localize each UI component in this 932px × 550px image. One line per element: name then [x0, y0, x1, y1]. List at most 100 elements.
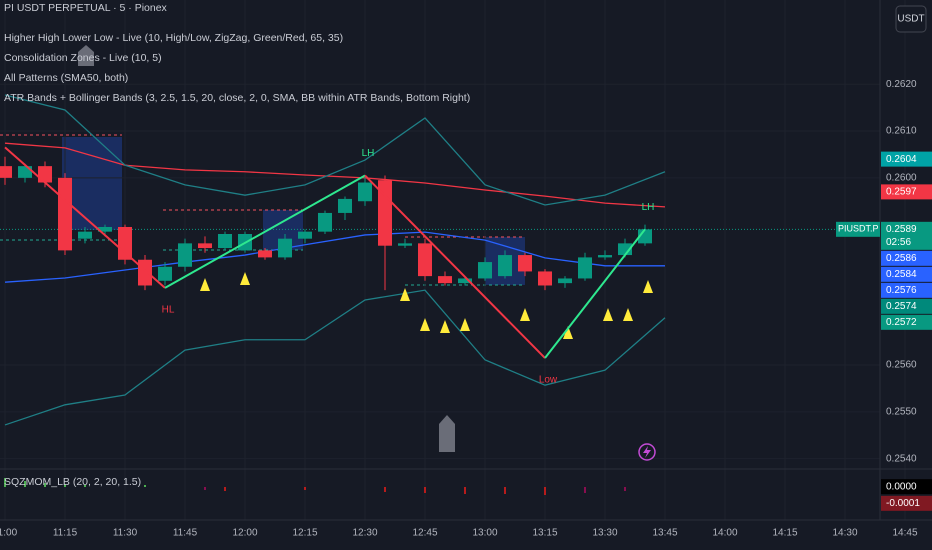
price-label-box [881, 298, 932, 314]
candle-body [38, 166, 52, 183]
pattern-marker [603, 308, 613, 321]
osc-tick-label: 0.0000 [886, 481, 917, 492]
x-tick-label: 12:30 [352, 528, 377, 539]
symbol-title: PI USDT PERPETUAL · 5 · Pionex [4, 2, 168, 14]
pattern-markers [200, 272, 653, 339]
price-label: 0.2576 [886, 285, 917, 296]
x-tick-label: 11:00 [0, 528, 18, 539]
oscillator-title: SQZMOM_LB (20, 2, 20, 1.5) [4, 476, 141, 488]
y-tick-label: 0.2550 [886, 406, 917, 417]
candle-body [158, 266, 172, 281]
alert-icon-bolt [643, 446, 651, 458]
candle-body [58, 177, 72, 251]
price-label: 0.2597 [886, 187, 917, 198]
zigzag-segment [364, 174, 546, 359]
candle-body [78, 231, 92, 239]
marker-d [439, 415, 455, 452]
pattern-marker [420, 318, 430, 331]
x-tick-label: 11:30 [113, 528, 138, 539]
overlay: HL LH Low LH [4, 45, 656, 461]
indicator-line [4, 142, 666, 208]
price-label-box [881, 221, 932, 250]
candle-body [578, 257, 592, 279]
candle-body [378, 180, 392, 246]
candle-body [618, 243, 632, 256]
x-tick-label: 11:45 [173, 528, 198, 539]
indicator-legend: ATR Bands + Bollinger Bands (3, 2.5, 1.5… [4, 92, 470, 104]
price-label: 0.2574 [886, 301, 917, 312]
currency-button[interactable] [895, 5, 927, 33]
pattern-marker [200, 278, 210, 291]
pattern-marker [623, 308, 633, 321]
pattern-marker [240, 272, 250, 285]
price-label: 0.2572 [886, 317, 917, 328]
indicator-line [4, 231, 665, 283]
pattern-marker [400, 288, 410, 301]
indicator-legend: Higher High Lower Low - Live (10, High/L… [4, 32, 343, 44]
x-tick-label: 14:45 [892, 528, 917, 539]
zigzag-segment [544, 228, 646, 359]
pattern-marker [440, 320, 450, 333]
zigzag-segment [4, 146, 166, 289]
pattern-marker [563, 326, 573, 339]
indicator-line [4, 94, 666, 206]
pivot-label: LH [642, 202, 655, 213]
pattern-marker [460, 318, 470, 331]
zigzag-segment [164, 174, 366, 289]
indicator-legend: Consolidation Zones - Live (10, 5) [4, 52, 162, 64]
y-tick-label: 0.2610 [886, 126, 917, 137]
candle-body [338, 198, 352, 213]
candle-body [498, 255, 512, 277]
indicator-legend: All Patterns (SMA50, both) [4, 72, 128, 84]
y-tick-label: 0.2600 [886, 172, 917, 183]
candle-body [218, 234, 232, 249]
marker-b [78, 45, 94, 66]
x-tick-label: 12:45 [412, 528, 437, 539]
alert-icon[interactable] [638, 443, 656, 461]
candle-body [178, 243, 192, 267]
candle-body [398, 243, 412, 246]
candle-body [198, 243, 212, 249]
candle-body [98, 226, 112, 232]
x-tick-label: 13:30 [592, 528, 617, 539]
candle-body [478, 262, 492, 279]
osc-tick-box [881, 479, 932, 495]
candle-body [458, 278, 472, 284]
pivot-label: Low [539, 375, 558, 386]
x-tick-label: 12:00 [232, 528, 257, 539]
y-tick-label: 0.2620 [886, 79, 917, 90]
candle-body [438, 276, 452, 284]
pattern-marker [520, 308, 530, 321]
candle-body [538, 271, 552, 286]
symbol-label: PIUSDT.P [838, 224, 879, 234]
candle-body [358, 182, 372, 202]
price-label-box [881, 314, 932, 330]
candle-body [278, 238, 292, 258]
pattern-marker [643, 280, 653, 293]
price-label-box [881, 266, 932, 282]
candle-body [138, 259, 152, 286]
currency-button-label: USDT [897, 14, 924, 25]
x-tick-label: 13:15 [532, 528, 557, 539]
price-label-box [881, 184, 932, 200]
candle-body [318, 212, 332, 232]
osc-tick-box [881, 495, 932, 511]
candle-body [0, 166, 12, 178]
candle-body [558, 278, 572, 284]
price-label: 0.2586 [886, 253, 917, 264]
x-tick-label: 13:00 [472, 528, 497, 539]
y-tick-label: 0.2540 [886, 453, 917, 464]
price-label-box [881, 282, 932, 298]
countdown: 02:56 [886, 237, 911, 248]
price-label-box [881, 250, 932, 266]
candle-body [598, 255, 612, 258]
pivot-label: LH [362, 148, 375, 159]
price-label: 0.2589 [886, 224, 917, 235]
pivot-label: HL [162, 304, 175, 315]
price-label: 0.2584 [886, 269, 917, 280]
candle-body [518, 255, 532, 272]
x-tick-label: 14:30 [832, 528, 857, 539]
x-tick-label: 14:00 [712, 528, 737, 539]
